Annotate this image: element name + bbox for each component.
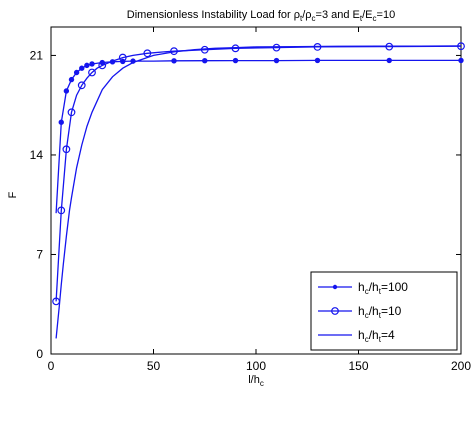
y-tick-label-0: 0: [36, 347, 43, 361]
series-2: [52, 42, 465, 306]
series-2-point-8: [143, 49, 152, 58]
title-pre: Dimensionless Instability Load for: [127, 9, 294, 21]
title-sub-t-1: t: [300, 14, 303, 23]
title-eq-2: =10: [377, 9, 396, 21]
series-1-point-12: [202, 57, 208, 64]
x-tick-label-3: 150: [348, 359, 368, 373]
series-1-point-3: [73, 69, 80, 76]
title-sub-c-2: c: [373, 14, 377, 23]
title-eq-1: =3 and E: [316, 9, 360, 21]
x-axis-label-main: l/h: [248, 374, 260, 386]
x-axis-label-sub: c: [260, 379, 264, 388]
title-slash-1: /: [302, 9, 306, 21]
series-1-point-0: [58, 119, 64, 125]
x-tick-label-0: 0: [48, 359, 55, 373]
series-1-point-11: [171, 58, 177, 64]
legend-swatch-marker-1: [332, 284, 338, 290]
y-axis-label: F: [7, 191, 19, 198]
series-1-point-1: [63, 88, 70, 94]
series-2-point-1: [57, 206, 66, 215]
x-tick-label-1: 50: [147, 359, 161, 373]
legend-swatch-marker-2: [331, 307, 339, 315]
series-2-point-2: [62, 145, 71, 154]
series-1-point-16: [386, 57, 392, 64]
series-1: [55, 57, 464, 214]
series-2-point-5: [88, 68, 96, 77]
title-sub-c-1: c: [312, 14, 316, 23]
x-axis-label: l/hc: [248, 374, 264, 388]
series-layer: [52, 42, 465, 339]
legend: hc/ht=100 hc/ht=10 hc/ht=4: [310, 271, 458, 351]
series-2-point-4: [77, 81, 86, 90]
y-tick-label-1: 7: [36, 247, 43, 261]
series-3-line: [55, 45, 462, 339]
axis-ticks: [50, 27, 462, 355]
series-1-point-5: [84, 62, 90, 69]
series-1-point-15: [314, 57, 321, 64]
series-3: [55, 45, 462, 339]
series-1-line: [55, 59, 461, 214]
series-1-point-17: [458, 57, 464, 64]
series-2-point-6: [98, 61, 107, 70]
series-1-point-14: [273, 57, 280, 64]
y-tick-label-2: 14: [30, 148, 44, 162]
title-rho-1: ρ: [294, 9, 300, 21]
series-2-point-7: [118, 53, 127, 62]
legend-swatches: [318, 284, 352, 336]
legend-label-series-3: hc/ht=4: [358, 328, 395, 344]
chart-title: Dimensionless Instability Load for ρt/ρc…: [127, 9, 395, 23]
series-1-point-13: [232, 57, 239, 64]
legend-label-series-2: hc/ht=10: [358, 304, 402, 320]
y-tick-label-3: 21: [30, 48, 44, 62]
series-2-point-12: [272, 43, 281, 52]
series-1-point-4: [79, 65, 85, 71]
title-slash-2: /E: [362, 9, 372, 21]
x-tick-label-2: 100: [246, 359, 266, 373]
legend-label-series-1: hc/ht=100: [358, 280, 408, 296]
axis-tick-labels: 0 50 100 150 200 0 7 14 21: [30, 48, 472, 373]
series-1-point-2: [68, 76, 75, 83]
series-1-point-6: [89, 61, 95, 67]
title-rho-2: ρ: [305, 9, 311, 21]
series-2-line: [55, 45, 462, 302]
series-2-point-3: [67, 108, 76, 117]
x-tick-label-4: 200: [451, 359, 471, 373]
title-sub-t-2: t: [360, 14, 363, 23]
